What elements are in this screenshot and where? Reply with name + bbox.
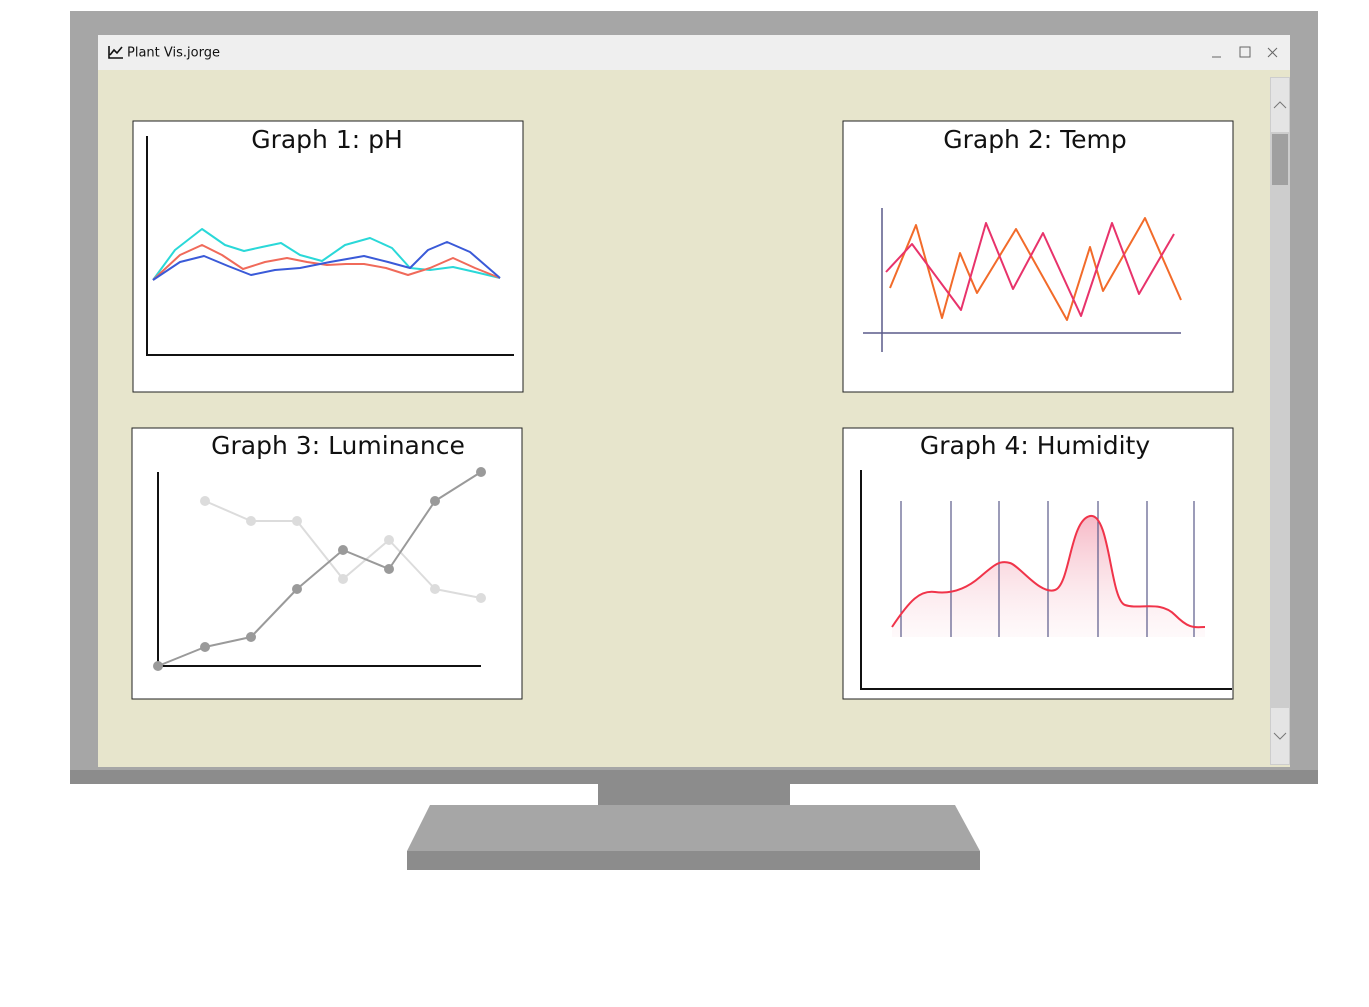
points <box>153 467 486 671</box>
line <box>885 222 1175 317</box>
grid-lines <box>900 501 1195 637</box>
scroll-up[interactable] <box>1271 78 1289 132</box>
app-icon <box>108 46 123 59</box>
graph-title: Graph 4: Humidity <box>920 431 1150 460</box>
axes <box>863 208 1181 352</box>
graph-title: Graph 2: Temp <box>943 125 1127 154</box>
line <box>157 471 482 667</box>
window-title: Plant Vis.jorge <box>127 46 220 61</box>
close-button[interactable] <box>1267 47 1278 58</box>
scroll-down[interactable] <box>1271 708 1289 764</box>
maximize-button[interactable] <box>1239 46 1251 58</box>
points <box>200 496 486 603</box>
line <box>889 217 1182 321</box>
title-bar <box>98 35 1290 70</box>
monitor-bottom <box>70 770 1318 784</box>
axes <box>146 136 514 356</box>
line <box>152 244 501 281</box>
graph-panel <box>842 427 1234 700</box>
line <box>152 241 501 281</box>
graph-title: Graph 3: Luminance <box>211 431 465 460</box>
scroll-down-arrow <box>1273 732 1287 740</box>
scroll-up-arrow <box>1273 101 1287 109</box>
scroll-thumb[interactable] <box>1272 134 1288 185</box>
scrollbar-track[interactable] <box>1270 77 1290 765</box>
line <box>152 228 501 281</box>
area <box>892 515 1205 637</box>
monitor-base <box>407 805 980 851</box>
axes <box>860 470 1232 690</box>
graph-title: Graph 1: pH <box>251 125 403 154</box>
line <box>891 515 1206 629</box>
graph-panel <box>842 120 1234 393</box>
monitor-base-edge <box>407 851 980 870</box>
